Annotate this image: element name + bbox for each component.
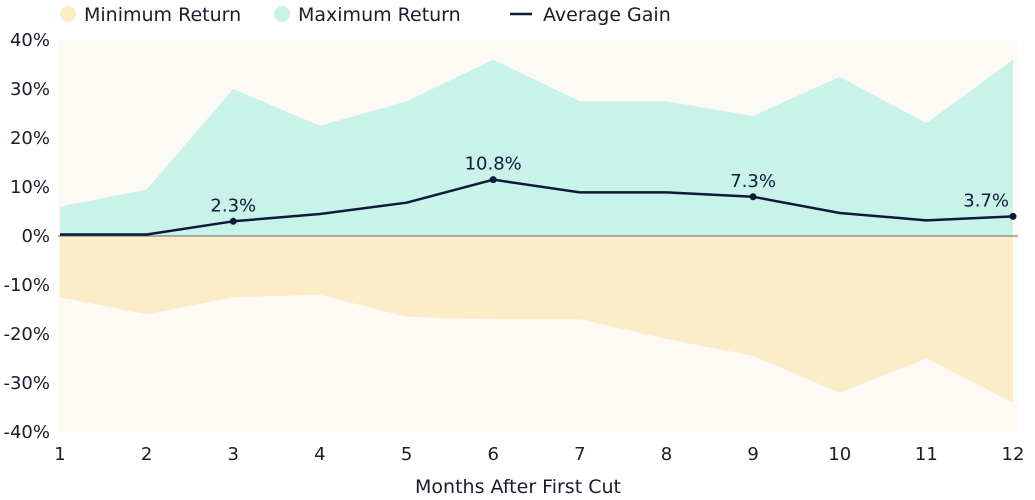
y-tick-label: -20% xyxy=(3,324,50,345)
average-gain-marker xyxy=(1009,212,1017,220)
area-layer xyxy=(60,59,1013,403)
maximum-return-area xyxy=(60,59,1013,236)
line-layer xyxy=(60,176,1017,236)
x-tick-label: 9 xyxy=(747,444,758,465)
average-gain-marker xyxy=(749,193,757,201)
x-tick-label: 2 xyxy=(141,444,152,465)
x-tick-label: 1 xyxy=(54,444,65,465)
x-axis: 1 2 3 4 5 6 7 8 9 10 11 12 xyxy=(54,444,1024,465)
data-label: 7.3% xyxy=(730,171,776,192)
average-gain-line xyxy=(60,178,1014,236)
x-tick-label: 7 xyxy=(574,444,585,465)
y-tick-label: 30% xyxy=(10,79,50,100)
x-tick-label: 5 xyxy=(401,444,412,465)
y-tick-label: 20% xyxy=(10,128,50,149)
legend: Minimum Return Maximum Return Average Ga… xyxy=(60,4,671,26)
x-tick-label: 12 xyxy=(1002,444,1025,465)
legend-label-average: Average Gain xyxy=(543,4,671,26)
y-tick-label: 40% xyxy=(10,30,50,51)
legend-swatch-minimum xyxy=(60,6,76,22)
label-layer: 2.3% 10.8% 7.3% 3.7% xyxy=(210,154,1009,217)
x-tick-label: 6 xyxy=(487,444,498,465)
y-tick-label: -40% xyxy=(3,422,50,443)
x-tick-label: 10 xyxy=(828,444,851,465)
data-label: 2.3% xyxy=(210,195,256,216)
average-gain-marker xyxy=(229,217,237,225)
legend-swatch-maximum xyxy=(274,6,290,22)
y-tick-label: -30% xyxy=(3,373,50,394)
x-tick-label: 4 xyxy=(314,444,325,465)
data-label: 3.7% xyxy=(963,190,1009,211)
x-tick-label: 3 xyxy=(228,444,239,465)
x-tick-label: 11 xyxy=(915,444,938,465)
minimum-return-area xyxy=(60,236,1013,403)
average-gain-marker xyxy=(489,176,497,184)
legend-label-maximum: Maximum Return xyxy=(298,4,461,26)
y-tick-label: -10% xyxy=(3,275,50,296)
x-axis-title: Months After First Cut xyxy=(415,476,621,498)
data-label: 10.8% xyxy=(465,154,522,175)
y-tick-label: 0% xyxy=(21,226,50,247)
legend-label-minimum: Minimum Return xyxy=(84,4,241,26)
y-tick-label: 10% xyxy=(10,177,50,198)
x-tick-label: 8 xyxy=(661,444,672,465)
y-axis: 40% 30% 20% 10% 0% -10% -20% -30% -40% xyxy=(3,30,50,443)
